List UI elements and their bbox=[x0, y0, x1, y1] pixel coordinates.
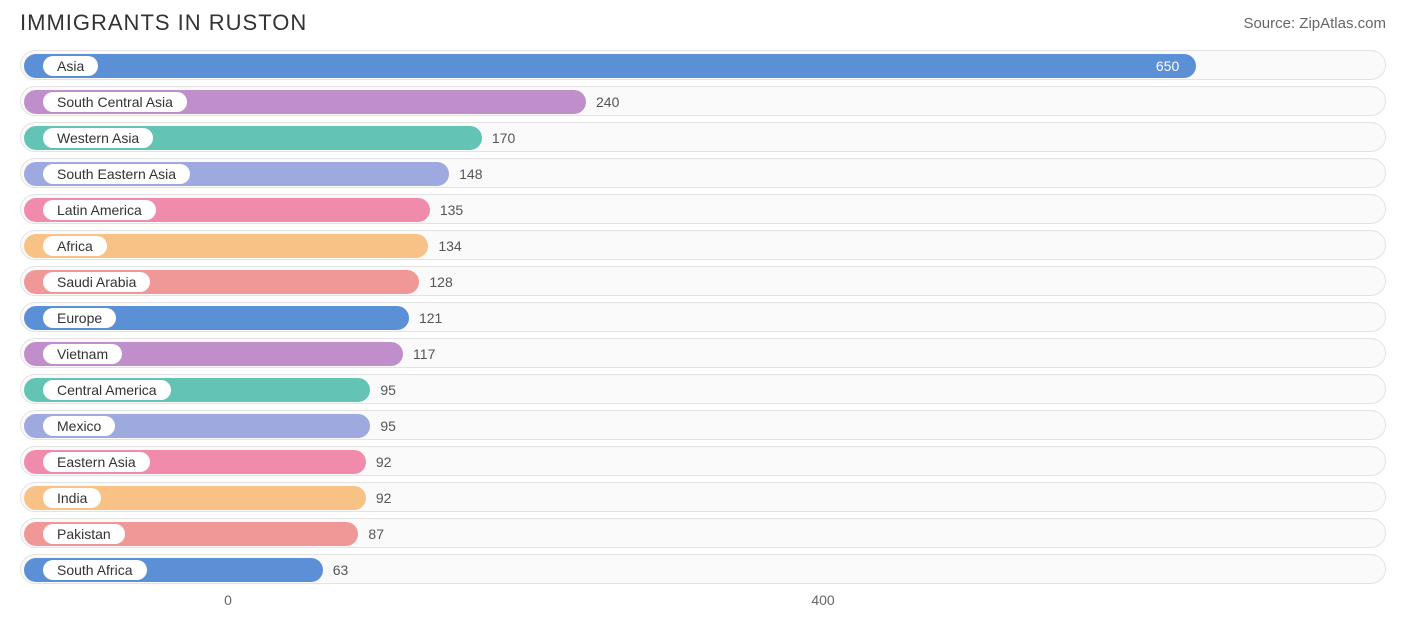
bar-row: South Eastern Asia 148 bbox=[20, 158, 1386, 188]
category-label: Africa bbox=[43, 236, 107, 256]
category-label: Central America bbox=[43, 380, 171, 400]
category-label: Eastern Asia bbox=[43, 452, 150, 472]
value-label: 134 bbox=[438, 236, 461, 256]
chart-title: IMMIGRANTS IN RUSTON bbox=[20, 10, 307, 36]
bar-row: Vietnam 117 bbox=[20, 338, 1386, 368]
axis-tick: 0 bbox=[224, 592, 232, 608]
source-attribution: Source: ZipAtlas.com bbox=[1243, 15, 1386, 32]
value-label: 92 bbox=[376, 488, 392, 508]
x-axis: 0400800 bbox=[20, 590, 1386, 614]
category-label: Mexico bbox=[43, 416, 115, 436]
value-label: 92 bbox=[376, 452, 392, 472]
category-label: Western Asia bbox=[43, 128, 153, 148]
bar-row: India 92 bbox=[20, 482, 1386, 512]
axis-tick: 400 bbox=[811, 592, 834, 608]
value-label: 95 bbox=[380, 416, 396, 436]
category-label: South Eastern Asia bbox=[43, 164, 190, 184]
bar-row: Central America 95 bbox=[20, 374, 1386, 404]
bar-row: Latin America 135 bbox=[20, 194, 1386, 224]
chart-area: Asia 650 South Central Asia 240 Western Asia… bbox=[0, 42, 1406, 584]
category-label: India bbox=[43, 488, 101, 508]
bar-row: South Africa 63 bbox=[20, 554, 1386, 584]
value-label: 135 bbox=[440, 200, 463, 220]
category-label: South Central Asia bbox=[43, 92, 187, 112]
header: IMMIGRANTS IN RUSTON Source: ZipAtlas.co… bbox=[0, 0, 1406, 42]
bar-row: Eastern Asia 92 bbox=[20, 446, 1386, 476]
bar-row: Saudi Arabia 128 bbox=[20, 266, 1386, 296]
value-label: 63 bbox=[333, 560, 349, 580]
category-label: Saudi Arabia bbox=[43, 272, 150, 292]
bar-row: Asia 650 bbox=[20, 50, 1386, 80]
bar bbox=[24, 54, 1196, 78]
category-label: Asia bbox=[43, 56, 98, 76]
category-label: Latin America bbox=[43, 200, 156, 220]
value-label: 87 bbox=[368, 524, 384, 544]
bar-row: Western Asia 170 bbox=[20, 122, 1386, 152]
value-label: 128 bbox=[429, 272, 452, 292]
value-label: 117 bbox=[413, 344, 435, 364]
value-label: 240 bbox=[596, 92, 619, 112]
bar-row: Europe 121 bbox=[20, 302, 1386, 332]
value-label: 650 bbox=[1156, 56, 1179, 76]
category-label: South Africa bbox=[43, 560, 147, 580]
value-label: 148 bbox=[459, 164, 482, 184]
bar-row: Pakistan 87 bbox=[20, 518, 1386, 548]
bar-row: South Central Asia 240 bbox=[20, 86, 1386, 116]
value-label: 170 bbox=[492, 128, 515, 148]
bar-row: Africa 134 bbox=[20, 230, 1386, 260]
bar-row: Mexico 95 bbox=[20, 410, 1386, 440]
category-label: Europe bbox=[43, 308, 116, 328]
value-label: 121 bbox=[419, 308, 442, 328]
category-label: Pakistan bbox=[43, 524, 125, 544]
category-label: Vietnam bbox=[43, 344, 122, 364]
value-label: 95 bbox=[380, 380, 396, 400]
